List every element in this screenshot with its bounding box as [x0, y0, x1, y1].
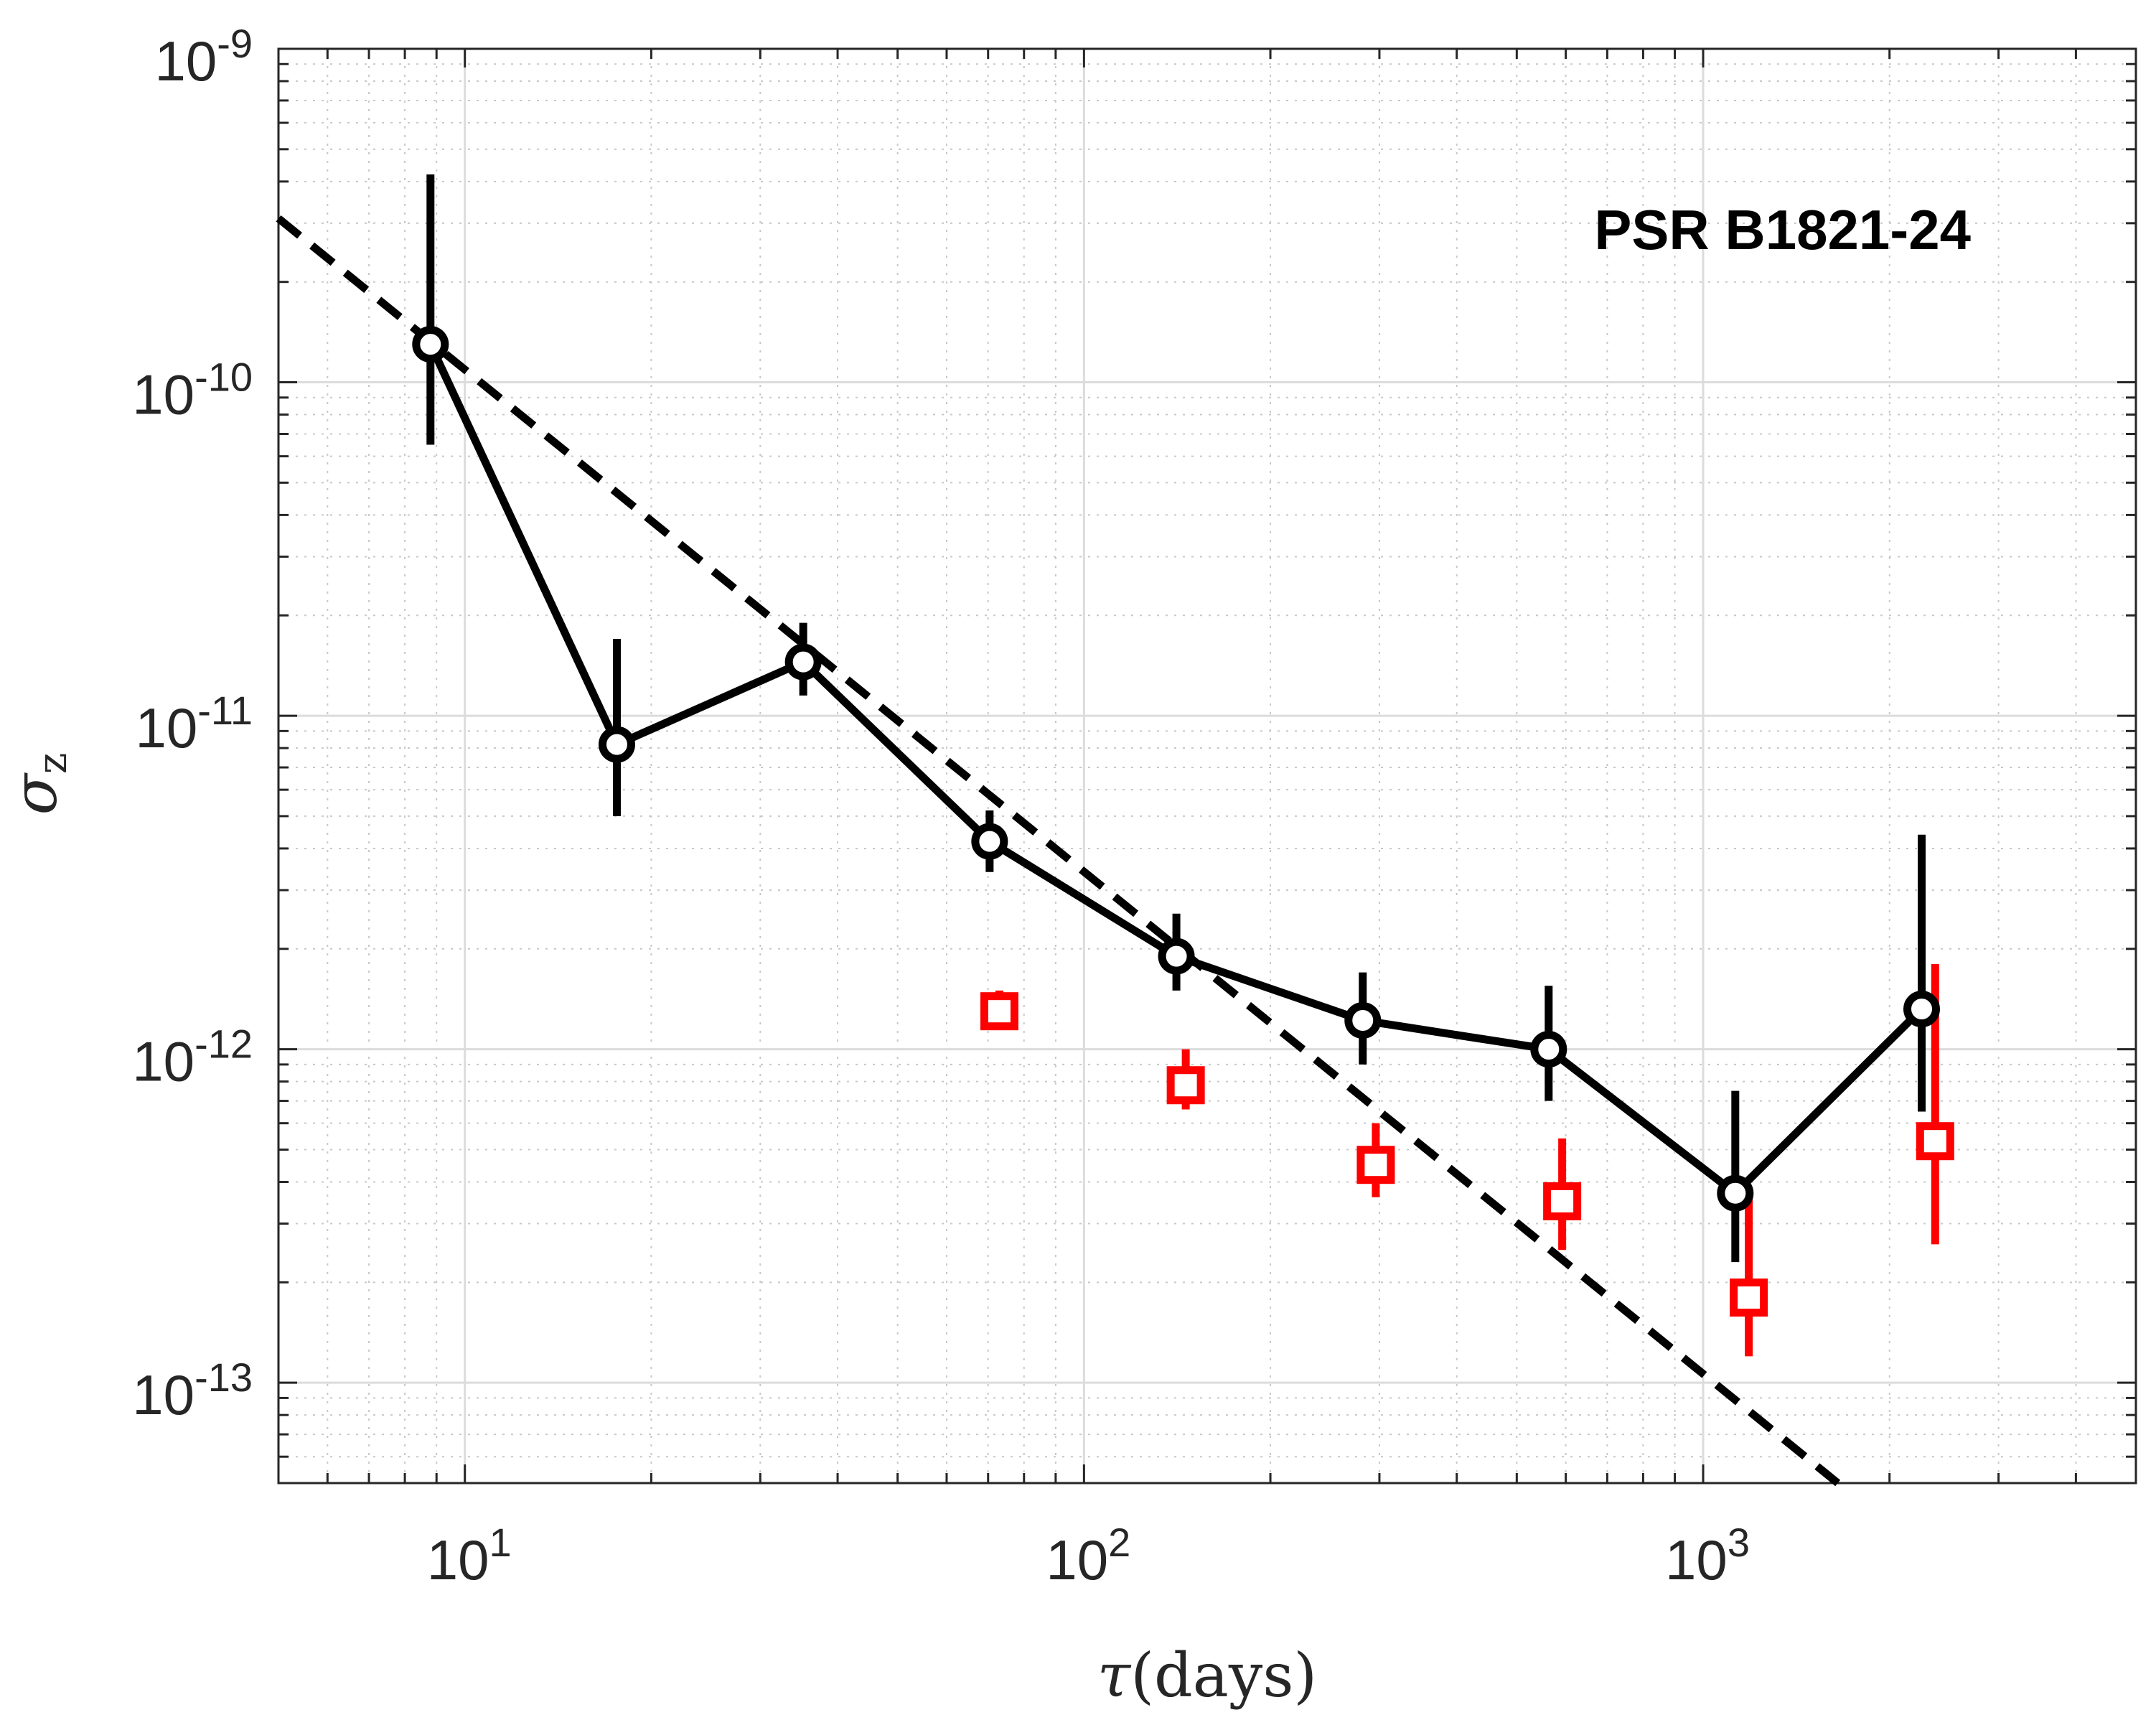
y-tick-label-exponent: -11 [197, 688, 253, 733]
series-layer [276, 174, 1954, 1487]
x-tick-label-base: 10 [1046, 1528, 1108, 1591]
black-circle-marker [598, 726, 635, 763]
black-circle-marker [1717, 1174, 1754, 1212]
red-square-marker [1356, 1146, 1395, 1184]
black-circle-marker [1158, 938, 1195, 975]
x-axis-symbol: τ [1097, 1640, 1132, 1711]
y-tick-label-exponent: -13 [194, 1355, 253, 1400]
x-tick-labels: 101 102 103 [427, 1520, 1750, 1591]
x-tick-label-exponent: 1 [489, 1520, 511, 1565]
red-square-marker [1916, 1122, 1954, 1161]
x-tick-label-base: 10 [427, 1528, 489, 1591]
y-tick-label: 10-11 [135, 688, 253, 759]
red-square-marker [980, 992, 1018, 1031]
plot-frame [277, 47, 2137, 1485]
y-tick-label-base: 10 [154, 29, 217, 93]
x-axis-title: τ(days) [1097, 1640, 1317, 1711]
x-tick-label: 102 [1046, 1520, 1130, 1591]
y-tick-label-exponent: -10 [194, 355, 253, 400]
red-square-marker [1166, 1066, 1205, 1105]
axis-ticks [277, 47, 2137, 1485]
black-circle-marker [412, 326, 449, 363]
y-tick-label-exponent: -9 [217, 21, 253, 66]
black-circle-marker [1530, 1031, 1567, 1068]
y-axis-title: σz [0, 753, 76, 815]
red-square-marker [1543, 1182, 1582, 1220]
black-circle-marker [1903, 991, 1941, 1028]
y-axis-symbol: σ [0, 772, 70, 815]
x-tick-label-exponent: 3 [1728, 1520, 1750, 1565]
x-tick-label: 103 [1665, 1520, 1750, 1591]
x-tick-label-base: 10 [1665, 1528, 1728, 1591]
y-tick-label-base: 10 [132, 1030, 194, 1093]
y-tick-label: 10-13 [132, 1355, 253, 1426]
x-tick-label-exponent: 2 [1108, 1520, 1130, 1565]
y-tick-label: 10-12 [132, 1022, 253, 1093]
y-tick-label-base: 10 [132, 363, 194, 426]
fit-dashed-line [276, 215, 1841, 1487]
black-circle-marker [784, 643, 822, 681]
y-tick-label: 10-9 [154, 21, 253, 93]
x-axis-unit: (days) [1130, 1640, 1317, 1711]
x-tick-label: 101 [427, 1520, 512, 1591]
y-tick-label-exponent: -12 [194, 1022, 253, 1067]
y-tick-label-base: 10 [132, 1363, 194, 1426]
y-tick-label: 10-10 [132, 355, 253, 426]
red-square-marker [1730, 1278, 1768, 1317]
grid-major [278, 47, 2136, 1483]
y-tick-label-base: 10 [135, 696, 197, 759]
black-circle-marker [1344, 1002, 1382, 1039]
y-axis-subscript: z [29, 753, 76, 775]
chart-annotation: PSR B1821-24 [1594, 198, 1971, 261]
black-circle-marker [971, 823, 1008, 860]
